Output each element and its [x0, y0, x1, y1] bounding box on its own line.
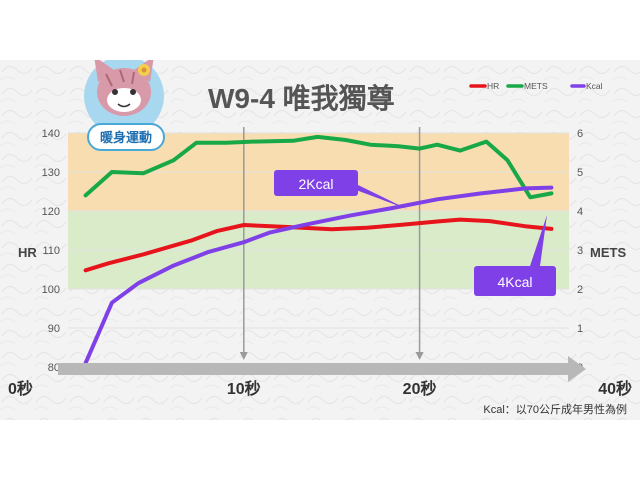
badge-label: 暖身運動: [100, 130, 152, 145]
y-tick-right-label: 1: [577, 323, 583, 335]
callout-2kcal: 2Kcal: [274, 170, 407, 209]
y-tick-left-label: 130: [42, 167, 60, 179]
y-tick-right-label: 2: [577, 284, 583, 296]
time-label: 20秒: [403, 379, 437, 398]
footnote: Kcal：以70公斤成年男性為例: [483, 402, 627, 416]
series-line-hr: [83, 217, 554, 273]
y-axis-right-label: METS: [590, 245, 626, 260]
y-tick-left-label: 100: [42, 284, 60, 296]
time-label: 40秒: [598, 379, 632, 398]
chart-title: W9-4 唯我獨尊: [208, 83, 395, 114]
y-tick-left-label: 90: [48, 323, 60, 335]
series-line-kcal: [83, 185, 554, 366]
legend-label-kcal: Kcal: [586, 81, 603, 91]
badge-frame: [87, 123, 165, 151]
y-tick-right-label: 3: [577, 245, 583, 257]
y-axis-left-label: HR: [18, 245, 37, 260]
time-marker-arrowhead: [415, 352, 424, 360]
y-tick-left-label: 80: [48, 362, 60, 374]
callout-4kcal-text: 4Kcal: [497, 274, 532, 290]
chart-slide: 14013012011010090806543210 暖身運動 W9-4 唯我獨…: [0, 60, 640, 420]
time-label: 0秒: [8, 379, 33, 398]
callout-4kcal: 4Kcal: [474, 215, 556, 296]
legend-label-hr: HR: [487, 81, 499, 91]
callout-2kcal-text: 2Kcal: [298, 176, 333, 192]
cat-mascot-icon: [84, 60, 164, 136]
y-tick-left-label: 140: [42, 128, 60, 140]
legend: HR METS Kcal: [469, 81, 603, 91]
y-tick-left-label: 110: [42, 245, 60, 257]
series-line-mets: [83, 134, 554, 200]
line-chart: 14013012011010090806543210 暖身運動 W9-4 唯我獨…: [0, 60, 640, 420]
legend-label-mets: METS: [524, 81, 548, 91]
y-tick-right-label: 4: [577, 206, 583, 218]
time-marker-arrowhead: [239, 352, 248, 360]
y-tick-left-label: 120: [42, 206, 60, 218]
time-label: 10秒: [227, 379, 261, 398]
y-tick-right-label: 6: [577, 128, 583, 140]
timeline-arrow: [58, 356, 586, 382]
y-tick-right-label: 5: [577, 167, 583, 179]
